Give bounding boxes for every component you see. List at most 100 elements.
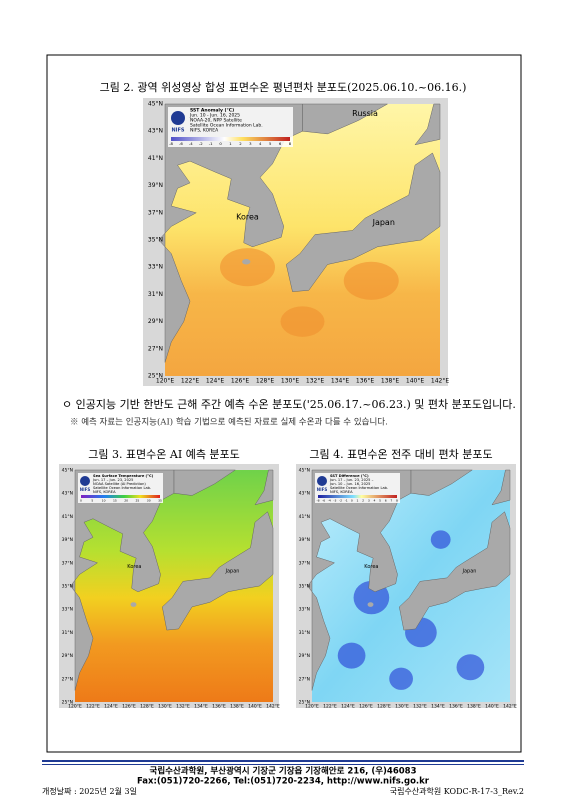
anomaly-blob <box>280 306 325 337</box>
colorbar-label: 6 <box>385 499 387 503</box>
colorbar-label: -4 <box>189 141 193 146</box>
latitude-label: 27°N <box>299 676 310 682</box>
longitude-label: 136°E <box>356 378 374 385</box>
colorbar <box>81 495 160 498</box>
colorbar-label: 4 <box>373 499 375 503</box>
longitude-label: 142°E <box>503 704 517 710</box>
colorbar-label: 1 <box>229 141 232 146</box>
colorbar-label: 2 <box>362 499 364 503</box>
anomaly-blob <box>343 261 399 300</box>
latitude-label: 39°N <box>148 182 163 189</box>
longitude-label: 134°E <box>194 704 208 710</box>
colorbar-label: 2 <box>239 141 242 146</box>
logo-text: NIFS <box>80 487 91 492</box>
colorbar-label: 5 <box>91 499 93 503</box>
latitude-label: 35°N <box>299 584 310 590</box>
colorbar <box>318 495 397 498</box>
land <box>162 511 274 631</box>
longitude-label: 122°E <box>323 704 337 710</box>
colorbar-label: 8 <box>289 141 292 146</box>
latitude-label: 43°N <box>299 491 310 497</box>
longitude-label: 126°E <box>231 378 249 385</box>
latitude-label: 41°N <box>299 514 310 520</box>
land <box>254 469 274 506</box>
logo <box>317 476 327 486</box>
colorbar-label: 4 <box>259 141 262 146</box>
longitude-label: 126°E <box>359 704 373 710</box>
longitude-label: 138°E <box>381 378 399 385</box>
longitude-label: 140°E <box>248 704 262 710</box>
legend-line: Jun. 17 – Jun. 23, 2025 – <box>329 478 374 482</box>
colorbar-label: -8 <box>169 141 173 146</box>
place-label: Japan <box>225 568 240 574</box>
colorbar-label: 1 <box>357 499 359 503</box>
colorbar-label: 3 <box>249 141 252 146</box>
anomaly-blob <box>430 530 451 549</box>
longitude-label: 126°E <box>122 704 136 710</box>
longitude-label: 136°E <box>449 704 463 710</box>
latitude-label: 31°N <box>299 630 310 636</box>
latitude-label: 27°N <box>148 345 163 352</box>
latitude-label: 25°N <box>299 700 310 706</box>
latitude-label: 37°N <box>148 209 163 216</box>
latitude-label: 43°N <box>62 491 73 497</box>
colorbar <box>171 137 290 141</box>
land <box>70 469 175 691</box>
land <box>491 469 511 506</box>
document-code: 국립수산과학원 KODC-R-17-3_Rev.2 <box>390 786 524 796</box>
bullet-text: ㅇ 인공지능 기반 한반도 근해 주간 예측 수온 분포도('25.06.17.… <box>62 397 516 411</box>
longitude-label: 140°E <box>406 378 424 385</box>
legend-line: NOAA Satellite (AI Prediction) <box>93 482 146 486</box>
place-label: Korea <box>236 212 259 221</box>
legend-line: NOAA-20, NPP Satellite <box>190 118 242 124</box>
colorbar-label: -6 <box>179 141 183 146</box>
latitude-label: 33°N <box>62 607 73 613</box>
colorbar-label: -1 <box>345 499 348 503</box>
latitude-label: 27°N <box>62 676 73 682</box>
colorbar-label: -2 <box>199 141 203 146</box>
longitude-label: 124°E <box>206 378 224 385</box>
logo-text: NIFS <box>171 128 184 134</box>
longitude-label: 132°E <box>176 704 190 710</box>
colorbar-label: 30 <box>147 499 151 503</box>
logo <box>80 476 90 486</box>
latitude-label: 35°N <box>148 237 163 244</box>
longitude-label: 132°E <box>413 704 427 710</box>
latitude-label: 41°N <box>148 155 163 162</box>
latitude-label: 33°N <box>299 607 310 613</box>
anomaly-blob <box>389 667 413 690</box>
colorbar-label: 8 <box>396 499 398 503</box>
figure-title: 그림 3. 표면수온 AI 예측 분포도 <box>88 448 240 461</box>
longitude-label: 140°E <box>485 704 499 710</box>
land <box>285 152 441 292</box>
longitude-label: 130°E <box>158 704 172 710</box>
longitude-label: 138°E <box>467 704 481 710</box>
latitude-label: 39°N <box>299 537 310 543</box>
colorbar-label: 5 <box>379 499 381 503</box>
footer-org: 국립수산과학원, 부산광역시 기장군 기장읍 기장해안로 216, (우)460… <box>150 766 417 777</box>
land <box>399 511 511 631</box>
longitude-label: 120°E <box>156 378 174 385</box>
longitude-label: 120°E <box>68 704 82 710</box>
latitude-label: 45°N <box>299 468 310 474</box>
land <box>302 103 389 135</box>
colorbar-label: 0 <box>351 499 353 503</box>
longitude-label: 138°E <box>230 704 244 710</box>
colorbar-label: 25 <box>136 499 140 503</box>
footer-rule <box>42 764 524 765</box>
place-label: Korea <box>127 564 141 570</box>
land <box>242 259 251 265</box>
footer-rule <box>42 760 524 762</box>
colorbar-label: 0 <box>80 499 82 503</box>
longitude-label: 124°E <box>104 704 118 710</box>
colorbar-label: 35 <box>158 499 162 503</box>
colorbar-label: 6 <box>279 141 282 146</box>
legend-line: NIFS, KOREA <box>330 490 353 494</box>
anomaly-blob <box>337 642 366 669</box>
land <box>158 103 303 363</box>
latitude-label: 25°N <box>148 373 163 380</box>
legend-line: Sea Surface Temperature (°C) <box>93 474 154 478</box>
place-label: Korea <box>364 564 378 570</box>
latitude-label: 31°N <box>148 291 163 298</box>
